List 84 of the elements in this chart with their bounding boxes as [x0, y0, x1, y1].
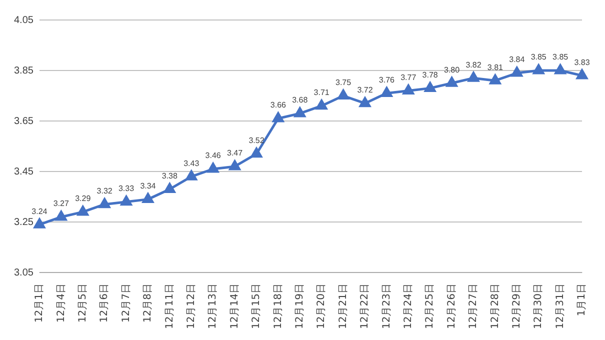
data-label: 3.38 — [162, 171, 178, 180]
x-tick-label: 12月25日 — [424, 284, 436, 330]
x-tick-label: 12月24日 — [402, 284, 414, 330]
point — [359, 97, 371, 108]
x-tick-label: 12月21日 — [338, 284, 349, 330]
point — [56, 210, 67, 221]
data-label: 3.33 — [118, 184, 135, 194]
point — [381, 86, 392, 97]
data-label: 3.66 — [270, 100, 287, 110]
x-tick-label: 1月1日 — [576, 284, 588, 316]
y-tick-label: 3.65 — [14, 116, 34, 127]
data-label: 3.29 — [75, 194, 92, 204]
data-label: 3.77 — [400, 72, 417, 82]
point — [576, 69, 588, 80]
y-tick-label: 4.05 — [14, 14, 34, 26]
data-label: 3.46 — [205, 151, 222, 160]
x-tick-label: 12月23日 — [381, 284, 392, 330]
data-label: 3.52 — [248, 136, 265, 146]
x-tick-label: 12月29日 — [511, 284, 522, 330]
data-label: 3.85 — [552, 52, 569, 62]
point — [468, 72, 480, 82]
data-label: 3.24 — [32, 206, 48, 216]
point — [34, 218, 46, 228]
data-label: 3.80 — [444, 65, 460, 74]
data-label: 3.84 — [509, 55, 526, 64]
data-label: 3.68 — [292, 96, 308, 105]
point — [98, 198, 110, 208]
x-tick-label: 12月18日 — [272, 284, 284, 330]
point — [142, 193, 154, 204]
x-tick-label: 12月6日 — [99, 284, 110, 323]
point — [554, 64, 566, 74]
data-label: 3.83 — [574, 58, 590, 67]
data-label: 3.43 — [184, 158, 200, 168]
point — [338, 90, 349, 100]
x-tick-label: 12月20日 — [316, 284, 328, 330]
point — [316, 100, 328, 110]
data-label: 3.34 — [140, 182, 156, 191]
x-tick-label: 12月22日 — [360, 284, 371, 330]
y-tick-label: 3.85 — [14, 65, 34, 76]
y-tick-label: 3.45 — [14, 166, 34, 178]
x-tick-label: 12月12日 — [186, 284, 197, 330]
x-tick-label: 12月4日 — [56, 284, 67, 323]
point — [511, 66, 522, 77]
x-tick-label: 12月14日 — [229, 284, 240, 330]
point — [186, 170, 197, 180]
y-tick-label: 3.05 — [14, 267, 34, 278]
data-label: 3.27 — [53, 199, 70, 208]
y-tick-label: 3.25 — [14, 216, 34, 228]
point — [207, 162, 219, 173]
point — [490, 74, 501, 84]
data-label: 3.75 — [335, 78, 352, 87]
x-tick-label: 12月7日 — [120, 284, 132, 323]
point — [229, 160, 240, 170]
point — [164, 182, 176, 193]
point — [250, 148, 262, 158]
point — [402, 84, 414, 94]
x-tick-label: 12月5日 — [77, 284, 88, 323]
point — [272, 112, 284, 122]
data-label: 3.32 — [96, 186, 113, 196]
data-label: 3.47 — [226, 148, 244, 158]
x-tick-label: 12月8日 — [142, 284, 154, 323]
data-label: 3.71 — [314, 88, 330, 98]
point — [424, 82, 436, 92]
x-tick-label: 12月13日 — [208, 284, 219, 330]
point — [533, 64, 544, 74]
data-label: 3.76 — [378, 75, 396, 84]
x-tick-label: 12月27日 — [468, 284, 480, 330]
point — [77, 206, 88, 216]
x-tick-label: 12月26日 — [446, 284, 458, 330]
x-tick-label: 12月31日 — [554, 284, 566, 330]
x-tick-label: 12月1日 — [34, 284, 46, 323]
x-tick-label: 12月28日 — [490, 284, 501, 330]
point — [120, 196, 132, 206]
data-label: 3.85 — [530, 52, 547, 62]
data-label: 3.81 — [487, 62, 504, 72]
x-tick-label: 12月30日 — [533, 284, 544, 330]
point — [446, 76, 458, 87]
data-label: 3.78 — [422, 70, 438, 80]
x-tick-label: 12月19日 — [294, 284, 306, 330]
data-label: 3.72 — [357, 86, 374, 95]
x-tick-label: 12月11日 — [164, 284, 176, 330]
x-tick-label: 12月15日 — [251, 284, 262, 330]
data-label: 3.82 — [466, 60, 482, 70]
point — [294, 107, 306, 118]
